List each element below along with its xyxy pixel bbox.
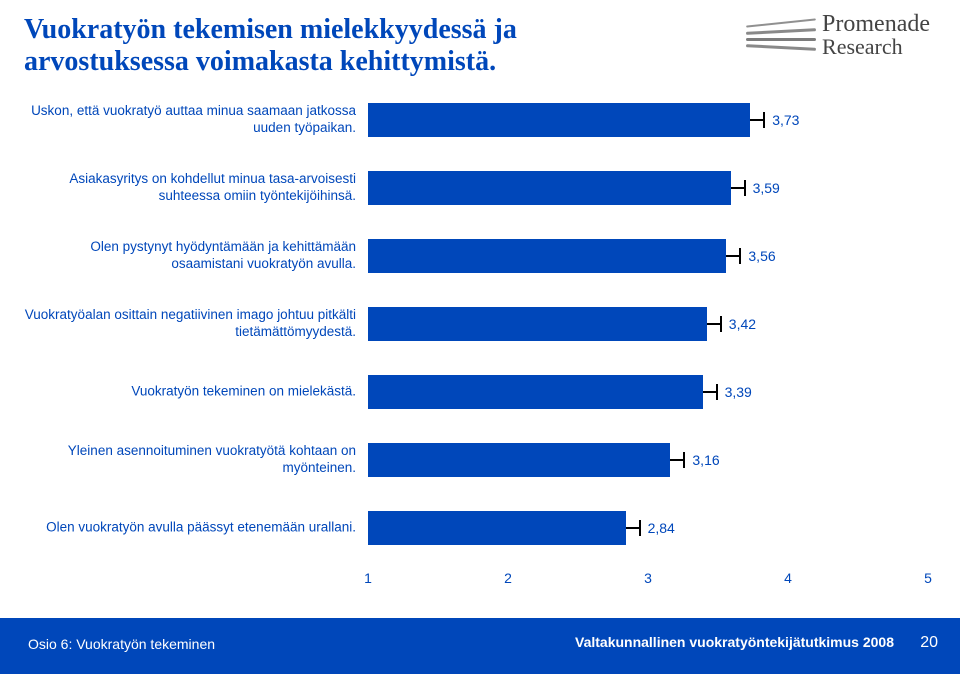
whisker-icon bbox=[707, 316, 721, 332]
whisker-icon bbox=[670, 452, 684, 468]
brand-logo-line1: Promenade bbox=[822, 12, 930, 36]
footer-section: Osio 6: Vuokratyön tekeminen bbox=[28, 636, 215, 652]
chart-row-label: Uskon, että vuokratyö auttaa minua saama… bbox=[16, 103, 362, 137]
chart-value-label: 3,73 bbox=[772, 112, 799, 128]
whisker-icon bbox=[750, 112, 764, 128]
chart-bar bbox=[368, 307, 707, 341]
likert-bar-chart: Uskon, että vuokratyö auttaa minua saama… bbox=[16, 90, 944, 598]
whisker-icon bbox=[626, 520, 640, 536]
x-axis-tick: 3 bbox=[644, 570, 652, 586]
chart-row-label: Vuokratyön tekeminen on mielekästä. bbox=[16, 384, 362, 401]
chart-value-label: 3,39 bbox=[725, 384, 752, 400]
chart-row: Vuokratyön tekeminen on mielekästä. 3,39 bbox=[16, 362, 944, 422]
chart-value-label: 3,59 bbox=[753, 180, 780, 196]
chart-row-label: Vuokratyöalan osittain negatiivinen imag… bbox=[16, 307, 362, 341]
x-axis-tick: 5 bbox=[924, 570, 932, 586]
chart-row: Yleinen asennoituminen vuokratyötä kohta… bbox=[16, 430, 944, 490]
chart-row: Olen vuokratyön avulla päässyt etenemään… bbox=[16, 498, 944, 558]
chart-row-label: Yleinen asennoituminen vuokratyötä kohta… bbox=[16, 443, 362, 477]
brand-logo-line2: Research bbox=[822, 36, 930, 58]
whisker-icon bbox=[703, 384, 717, 400]
whisker-icon bbox=[731, 180, 745, 196]
chart-bar bbox=[368, 443, 670, 477]
chart-value-label: 3,56 bbox=[748, 248, 775, 264]
footer-page-number: 20 bbox=[920, 634, 938, 652]
chart-bar bbox=[368, 511, 626, 545]
chart-row: Asiakasyritys on kohdellut minua tasa-ar… bbox=[16, 158, 944, 218]
chart-value-label: 3,42 bbox=[729, 316, 756, 332]
chart-row: Olen pystynyt hyödyntämään ja kehittämää… bbox=[16, 226, 944, 286]
chart-bar bbox=[368, 171, 731, 205]
chart-row: Vuokratyöalan osittain negatiivinen imag… bbox=[16, 294, 944, 354]
x-axis-tick: 1 bbox=[364, 570, 372, 586]
chart-row-label: Olen vuokratyön avulla päässyt etenemään… bbox=[16, 520, 362, 537]
chart-value-label: 3,16 bbox=[692, 452, 719, 468]
brand-logo: Promenade Research bbox=[822, 12, 930, 58]
footer-study-title: Valtakunnallinen vuokratyöntekijätutkimu… bbox=[575, 634, 894, 650]
x-axis-tick: 2 bbox=[504, 570, 512, 586]
chart-value-label: 2,84 bbox=[648, 520, 675, 536]
chart-bar bbox=[368, 375, 703, 409]
chart-row-label: Asiakasyritys on kohdellut minua tasa-ar… bbox=[16, 171, 362, 205]
brand-logo-icon bbox=[746, 18, 816, 58]
chart-bar bbox=[368, 103, 750, 137]
x-axis: 12345 bbox=[368, 570, 928, 594]
chart-row-label: Olen pystynyt hyödyntämään ja kehittämää… bbox=[16, 239, 362, 273]
x-axis-tick: 4 bbox=[784, 570, 792, 586]
page-title: Vuokratyön tekemisen mielekkyydessä ja a… bbox=[24, 14, 664, 78]
chart-bar bbox=[368, 239, 726, 273]
chart-row: Uskon, että vuokratyö auttaa minua saama… bbox=[16, 90, 944, 150]
footer-bar: Osio 6: Vuokratyön tekeminen Valtakunnal… bbox=[0, 618, 960, 674]
whisker-icon bbox=[726, 248, 740, 264]
